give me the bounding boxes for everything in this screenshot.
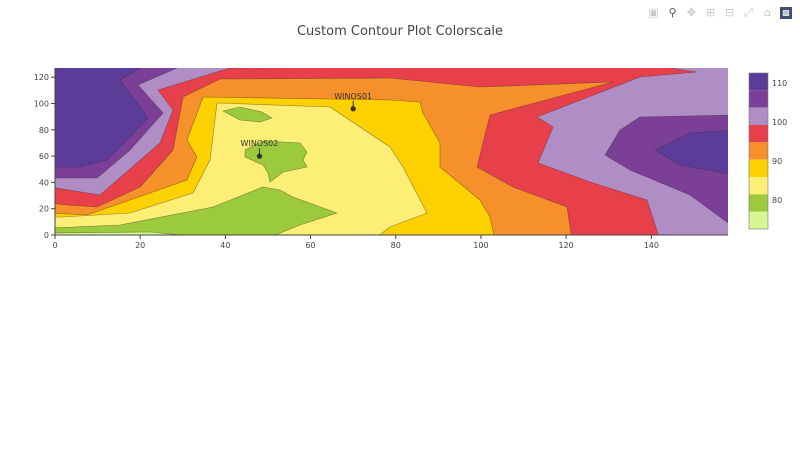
contour-band-darkpurple-left — [55, 68, 149, 168]
x-tick-label: 100 — [473, 241, 488, 250]
colorbar-band — [749, 211, 768, 229]
colorbar-band — [749, 107, 768, 125]
colorbar-tick-label: 100 — [772, 118, 787, 127]
camera-icon[interactable]: ▣ — [648, 6, 659, 19]
x-tick-label: 20 — [135, 241, 145, 250]
x-tick-label: 40 — [220, 241, 230, 250]
y-tick-label: 20 — [39, 205, 49, 214]
annotation-marker — [350, 106, 356, 112]
y-tick-label: 80 — [39, 126, 49, 135]
x-tick-label: 120 — [558, 241, 573, 250]
autoscale-icon[interactable]: ⤢ — [744, 5, 753, 19]
modebar: ▣ ⚲ ✥ ⊞ ⊟ ⤢ ⌂ ▩ — [647, 6, 792, 19]
home-icon[interactable]: ⌂ — [764, 6, 771, 19]
colorbar-band — [749, 73, 768, 91]
colorbar-tick-label: 80 — [772, 196, 782, 205]
contour-band-darkpurple-right — [654, 130, 728, 175]
x-tick-label: 140 — [644, 241, 659, 250]
annotation-label: WINOS02 — [241, 139, 279, 148]
zoom-out-icon[interactable]: ⊟ — [724, 6, 735, 19]
y-tick-label: 40 — [39, 178, 49, 187]
annotation-label: WINOS01 — [334, 92, 372, 101]
zoom-in-icon[interactable]: ⊞ — [705, 6, 716, 19]
chart-title: Custom Contour Plot Colorscale — [296, 24, 504, 39]
colorbar-band — [749, 159, 768, 177]
annotation-marker — [256, 153, 263, 159]
colorbar-band — [749, 125, 768, 143]
y-tick-label: 100 — [34, 100, 49, 109]
x-tick-label: 80 — [391, 241, 401, 250]
contour-band-green-upper — [222, 106, 273, 123]
contour-band-light-yellow — [55, 102, 428, 235]
colorbar-outline — [748, 72, 769, 230]
colorbar-band — [749, 177, 768, 195]
y-tick-label: 60 — [39, 152, 49, 161]
contour-fill — [55, 68, 728, 235]
plotly-logo-icon[interactable]: ▩ — [780, 6, 792, 19]
y-tick-label: 0 — [44, 231, 49, 240]
x-tick-label: 0 — [52, 241, 57, 250]
colorbar-band — [749, 142, 768, 160]
colorbar-tick-label: 110 — [772, 79, 787, 88]
zoom-icon[interactable]: ⚲ — [668, 6, 677, 19]
colorbar-tick-label: 90 — [772, 157, 782, 166]
x-tick-label: 60 — [305, 241, 315, 250]
y-tick-label: 120 — [34, 73, 49, 82]
pan-icon[interactable]: ✥ — [686, 6, 697, 19]
contour-band-green-middle — [244, 140, 308, 183]
contour-band-light-green — [55, 231, 184, 235]
colorbar-band — [749, 194, 768, 212]
contour-band-green-bottom — [55, 186, 338, 235]
colorbar-band — [749, 90, 768, 108]
